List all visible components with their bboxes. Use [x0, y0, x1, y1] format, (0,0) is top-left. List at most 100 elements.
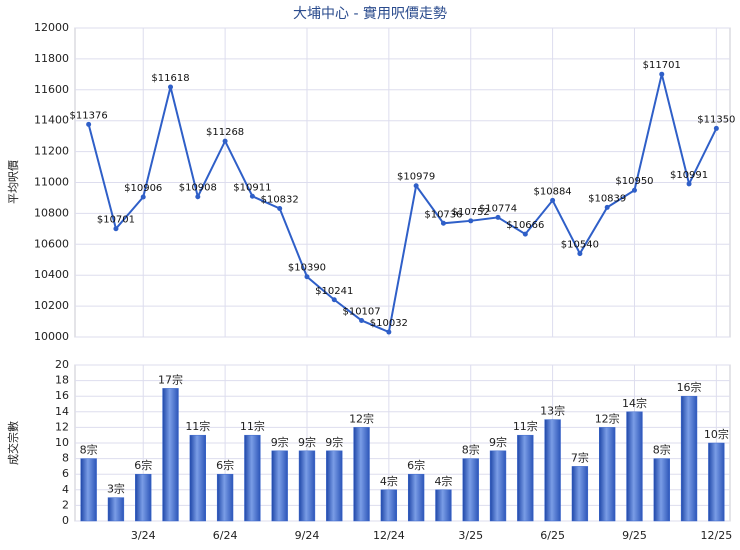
bar [462, 458, 479, 522]
y-tick-label: 11000 [34, 176, 69, 189]
y-tick-label: 12 [55, 420, 69, 433]
point [577, 251, 583, 257]
point [659, 71, 665, 77]
y-tick-label: 10200 [34, 299, 69, 312]
point [249, 193, 255, 199]
data-label: 6宗 [134, 458, 152, 472]
data-label: $11268 [206, 127, 244, 138]
point [468, 218, 474, 224]
point [713, 125, 719, 131]
bar [571, 466, 589, 522]
y-axis-label: 成交宗數 [6, 421, 20, 465]
data-label: 16宗 [677, 380, 702, 394]
point [195, 194, 201, 200]
point [604, 204, 610, 210]
data-label: $10701 [97, 215, 135, 226]
y-tick-label: 11600 [34, 83, 69, 96]
y-tick-label: 11200 [34, 145, 69, 158]
y-tick-label: 18 [55, 374, 69, 387]
data-label: 9宗 [298, 435, 316, 449]
x-tick-label: 3/24 [131, 529, 156, 542]
bar [326, 450, 343, 522]
bar [380, 489, 398, 522]
y-tick-label: 0 [62, 514, 69, 527]
point [440, 220, 446, 226]
y-tick-label: 11800 [34, 52, 69, 65]
y-tick-label: 2 [62, 498, 69, 511]
bar [353, 427, 370, 522]
x-tick-label: 9/24 [295, 529, 320, 542]
y-tick-label: 11400 [34, 114, 69, 127]
data-label: 17宗 [158, 372, 183, 386]
y-tick-label: 10800 [34, 206, 69, 219]
data-label: $10839 [588, 193, 626, 204]
data-label: 6宗 [216, 458, 234, 472]
y-tick-label: 14 [55, 405, 69, 418]
data-label: 11宗 [513, 419, 538, 433]
bar [708, 442, 725, 522]
data-label: 14宗 [622, 396, 647, 410]
x-tick-label: 6/24 [213, 529, 238, 542]
data-label: $10911 [233, 182, 271, 193]
data-label: $11350 [697, 114, 735, 125]
point [222, 138, 228, 144]
bar [244, 434, 261, 522]
line [87, 73, 718, 334]
point [86, 121, 92, 127]
data-label: $10390 [288, 263, 326, 274]
point [140, 194, 146, 200]
x-tick-label: 9/25 [622, 529, 647, 542]
point [304, 274, 310, 280]
data-label: $10832 [261, 194, 299, 205]
data-label: $10736 [424, 209, 462, 220]
point [631, 187, 637, 193]
data-label: $10107 [342, 306, 380, 317]
data-label: $10032 [370, 318, 408, 329]
point [359, 317, 365, 323]
y-tick-label: 10400 [34, 268, 69, 281]
bar [107, 497, 125, 522]
data-label: $10884 [534, 186, 572, 197]
data-label: $10906 [124, 183, 162, 194]
y-tick-label: 8 [62, 452, 69, 465]
bar [653, 458, 670, 522]
data-label: $10908 [179, 183, 217, 194]
bar [189, 434, 206, 522]
point [495, 214, 501, 220]
y-tick-label: 4 [62, 483, 69, 496]
data-label: $10979 [397, 172, 435, 183]
bar [407, 473, 425, 522]
bar [680, 395, 698, 522]
data-label: 4宗 [434, 474, 452, 488]
bar [216, 473, 234, 522]
x-tick-label: 6/25 [540, 529, 565, 542]
point [168, 84, 174, 90]
bar [626, 411, 643, 522]
bar [135, 473, 152, 522]
data-label: 8宗 [80, 443, 98, 457]
data-label: 4宗 [380, 474, 398, 488]
bar [544, 419, 561, 522]
data-label: 8宗 [462, 443, 480, 457]
y-tick-label: 6 [62, 467, 69, 480]
data-label: 3宗 [107, 482, 125, 496]
point [686, 181, 692, 187]
y-axis-label: 平均呎價 [6, 160, 20, 204]
data-label: $10774 [479, 203, 517, 214]
data-label: $11376 [70, 110, 108, 121]
point [277, 205, 283, 211]
data-label: $10991 [670, 170, 708, 181]
y-tick-label: 10600 [34, 237, 69, 250]
data-label: $10950 [615, 176, 653, 187]
point [331, 297, 337, 303]
point [550, 197, 556, 203]
data-label: $11701 [643, 60, 681, 71]
y-tick-label: 20 [55, 358, 69, 371]
data-label: 10宗 [704, 427, 729, 441]
data-label: 11宗 [240, 419, 265, 433]
y-tick-label: 16 [55, 389, 69, 402]
point [413, 183, 419, 189]
data-label: $10540 [561, 240, 599, 251]
data-label: 6宗 [407, 458, 425, 472]
